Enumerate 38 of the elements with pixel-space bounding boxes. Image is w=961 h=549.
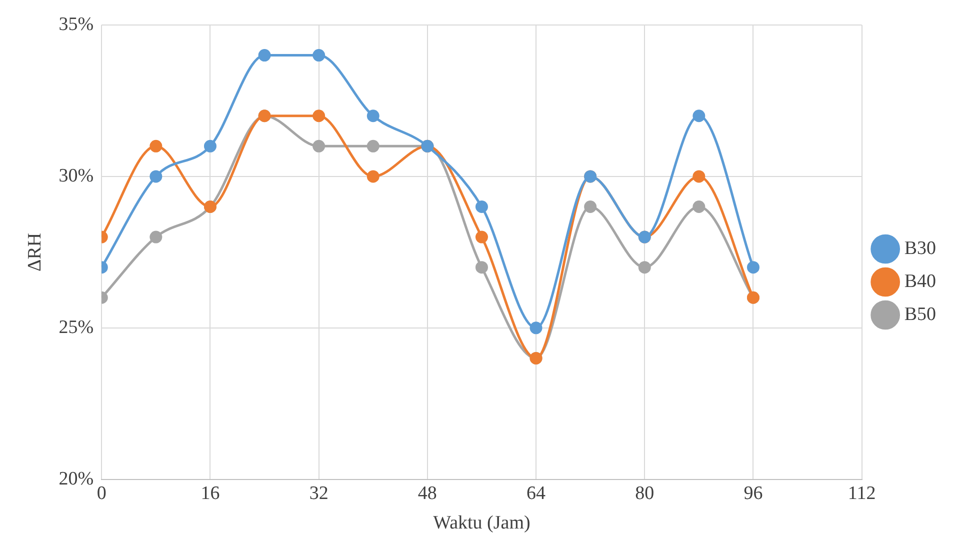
point bbox=[312, 140, 326, 152]
point bbox=[312, 110, 326, 122]
point bbox=[475, 200, 488, 214]
y-tick-label: 35% bbox=[58, 14, 94, 35]
point bbox=[692, 110, 706, 122]
x-tick-label: 112 bbox=[848, 482, 876, 504]
x-tick-label: 80 bbox=[635, 482, 654, 504]
point bbox=[584, 200, 597, 214]
point bbox=[692, 170, 706, 183]
y-tick-label: 20% bbox=[58, 468, 94, 490]
x-tick-label: 32 bbox=[309, 482, 328, 504]
y-tick-label: 25% bbox=[58, 316, 94, 338]
point bbox=[258, 49, 271, 62]
point bbox=[150, 170, 162, 183]
point bbox=[150, 230, 162, 244]
point bbox=[366, 170, 380, 183]
point bbox=[638, 261, 651, 274]
point bbox=[312, 49, 326, 62]
y-axis-title: ΔRH bbox=[24, 232, 46, 272]
point bbox=[150, 140, 162, 152]
point bbox=[475, 230, 488, 244]
legend-label: B40 bbox=[904, 270, 936, 292]
point bbox=[366, 140, 380, 152]
point bbox=[366, 110, 380, 122]
x-tick-label: 0 bbox=[96, 482, 106, 504]
x-tick-label: 48 bbox=[418, 482, 437, 504]
point bbox=[530, 322, 542, 334]
x-axis-title: Waktu (Jam) bbox=[433, 512, 530, 534]
point bbox=[746, 261, 760, 274]
x-tick-label: 16 bbox=[200, 482, 220, 504]
legend-label: B30 bbox=[904, 238, 936, 259]
x-tick-label: 96 bbox=[744, 482, 763, 504]
point bbox=[692, 200, 706, 214]
x-tick-label: 64 bbox=[526, 482, 546, 504]
point bbox=[475, 261, 488, 274]
y-tick-label: 30% bbox=[58, 165, 94, 186]
point bbox=[204, 140, 216, 152]
legend-label: B50 bbox=[904, 304, 936, 325]
